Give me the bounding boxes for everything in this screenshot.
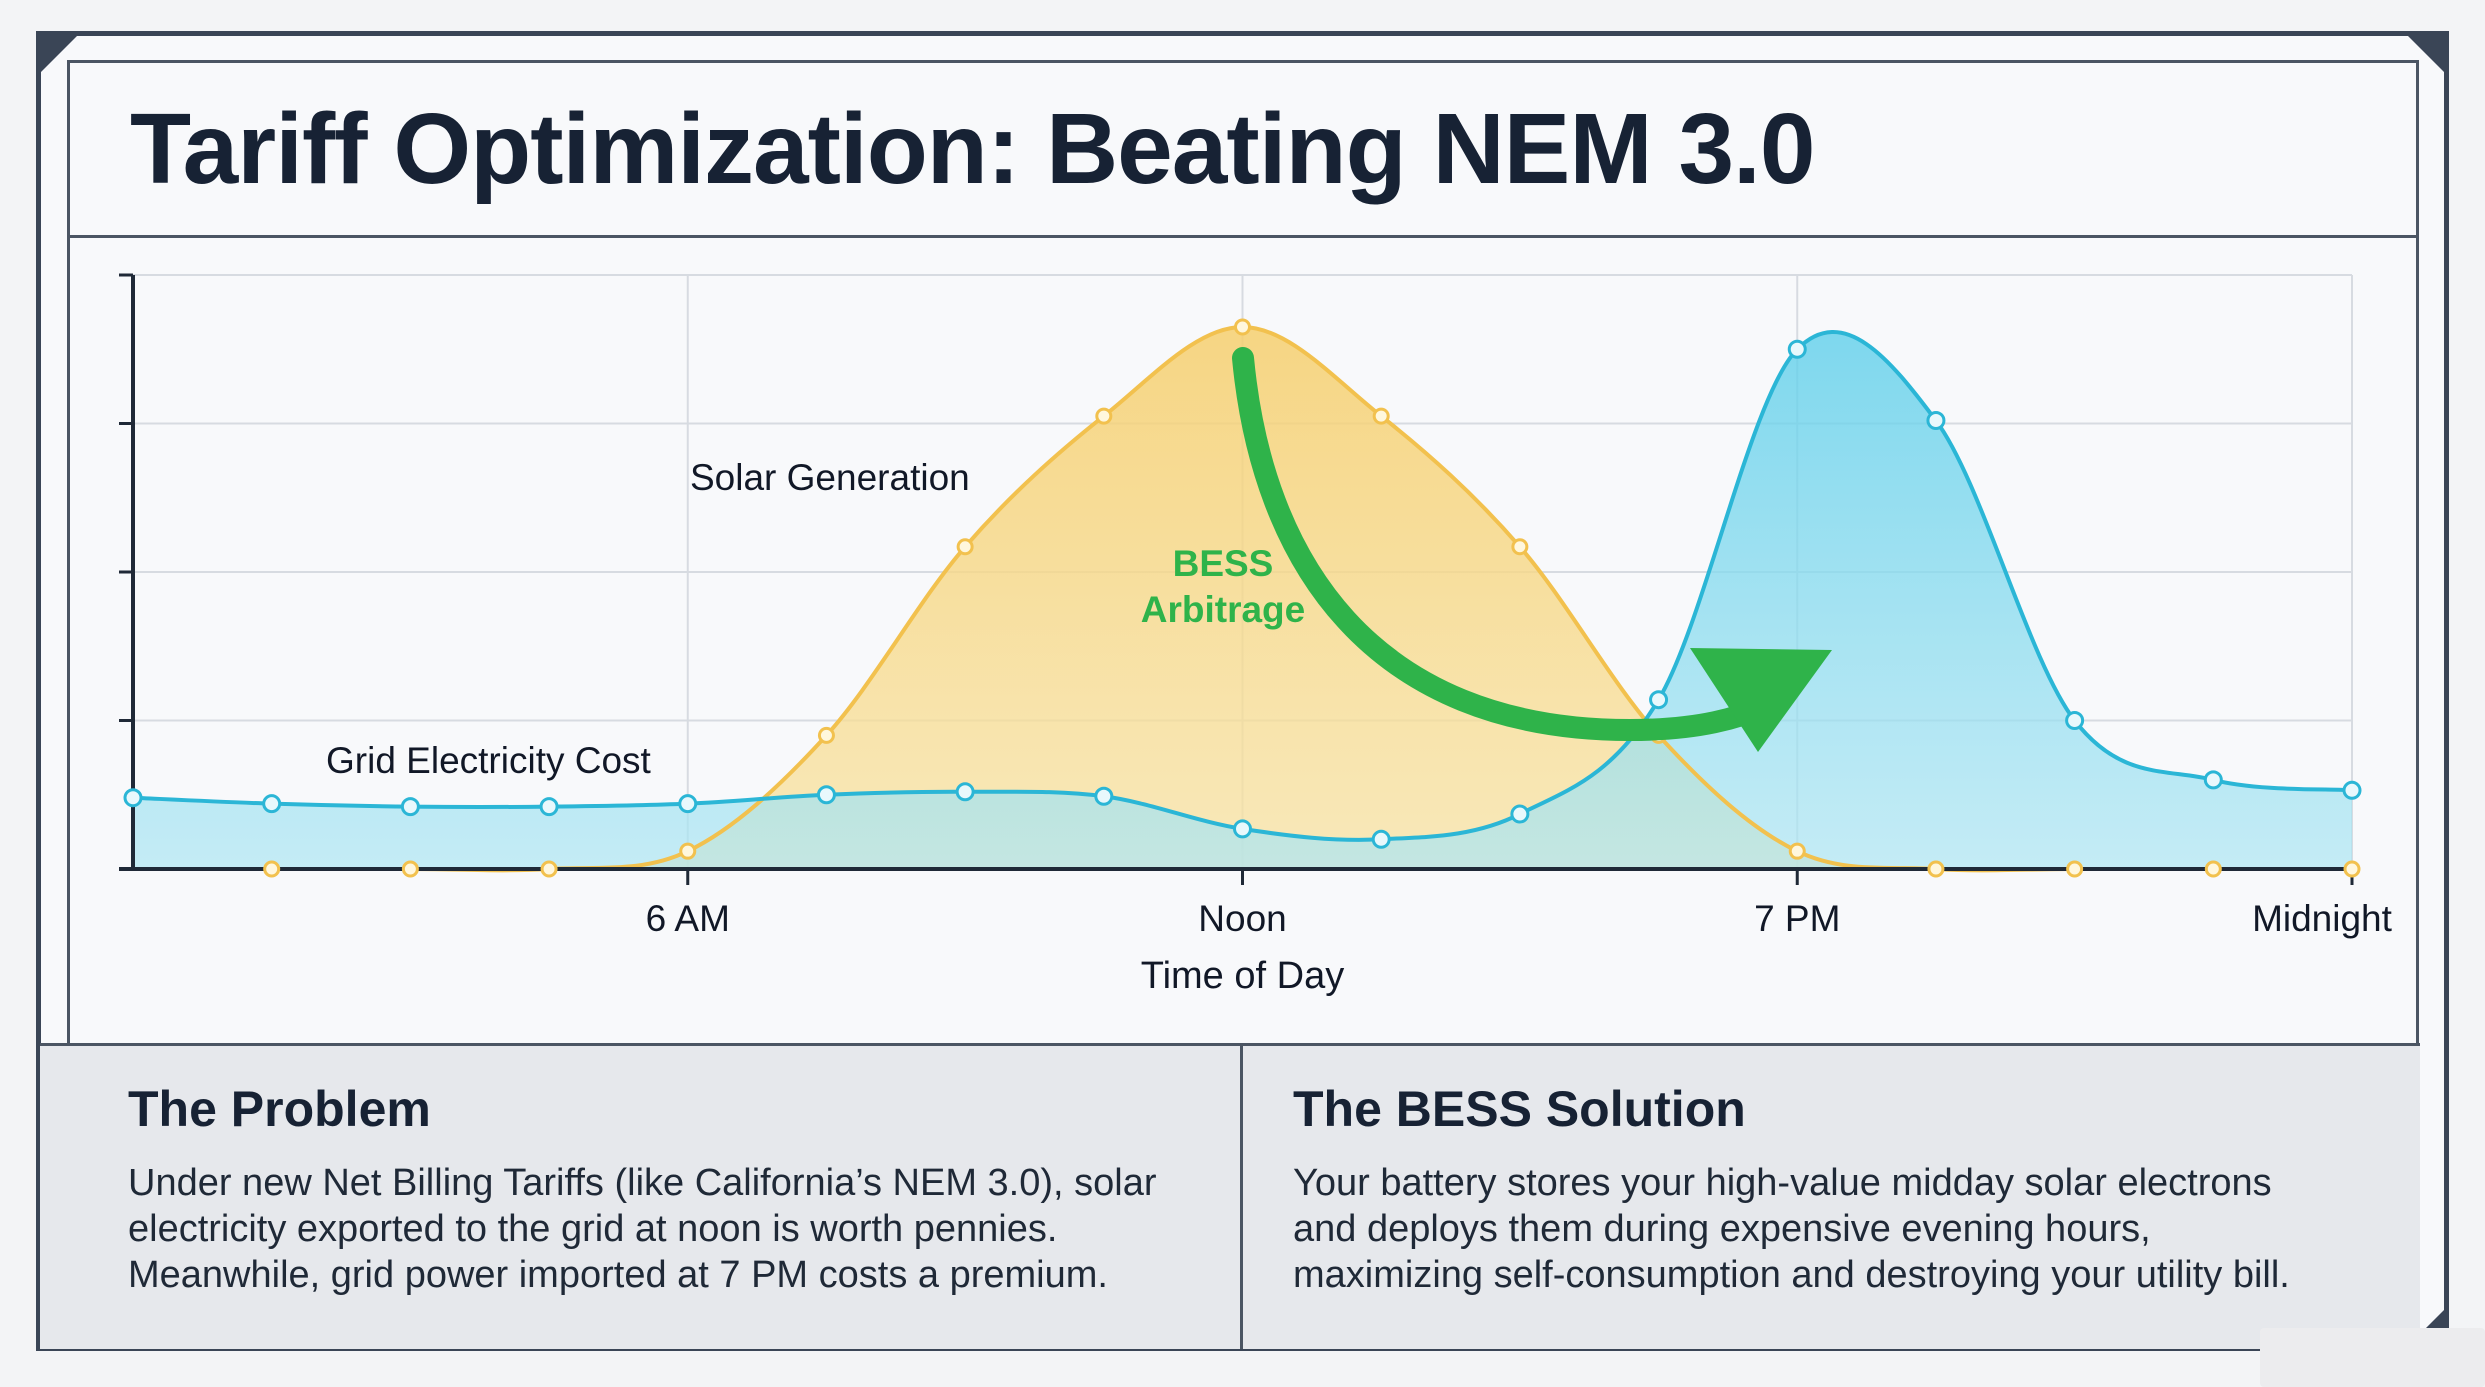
grid-point (123, 788, 143, 808)
bess-arrow (1232, 347, 1781, 742)
panel-divider (1240, 1043, 1243, 1349)
problem-line: electricity exported to the grid at noon… (128, 1208, 1058, 1250)
bess-annotation-line2: Arbitrage (1141, 589, 1305, 630)
grid-point (1233, 819, 1252, 839)
grid-point (262, 794, 282, 814)
solar-point (1927, 860, 1945, 878)
grid-series-label: Grid Electricity Cost (326, 740, 652, 781)
solar-point (956, 538, 974, 556)
solution-line: maximizing self-consumption and destroyi… (1293, 1254, 2290, 1296)
solar-point (1372, 407, 1390, 425)
grid-point (955, 782, 975, 802)
chart: 6 AM Noon 7 PM Midnight Time of Day Solar G… (119, 273, 2393, 997)
solar-point (263, 860, 281, 878)
solar-point (679, 842, 697, 860)
grid-point (816, 785, 836, 805)
solar-point (817, 726, 835, 744)
solar-point (2343, 860, 2361, 878)
x-tick-label: Noon (1198, 898, 1286, 939)
solution-line: and deploys them during expensive evenin… (1293, 1208, 2151, 1250)
bess-annotation-line1: BESS (1173, 543, 1274, 584)
solar-point (1511, 538, 1529, 556)
problem-heading: The Problem (128, 1081, 431, 1137)
bess-arrow-head (1690, 648, 1832, 752)
grid-point (678, 794, 698, 814)
solar-points (263, 318, 2361, 878)
x-axis-label: Time of Day (1141, 955, 1344, 997)
problem-text: Under new Net Billing Tariffs (like Cali… (128, 1160, 1208, 1298)
grid-point (1926, 411, 1946, 431)
solution-line: Your battery stores your high-value midd… (1293, 1162, 2272, 1204)
solution-panel: The BESS Solution Your battery stores yo… (1293, 1080, 2393, 1298)
problem-line: Meanwhile, grid power imported at 7 PM c… (128, 1254, 1108, 1296)
grid-point (2065, 711, 2085, 730)
solar-point (401, 860, 419, 878)
page-title: Tariff Optimization: Beating NEM 3.0 (130, 93, 1815, 205)
info-panels (40, 1043, 2420, 1349)
grid-point (1094, 786, 1114, 806)
x-tick-label: Midnight (2252, 898, 2393, 939)
solar-point (2204, 860, 2222, 878)
corner-decoration (2403, 31, 2449, 77)
solar-point (1234, 318, 1251, 336)
solar-point (2066, 860, 2084, 878)
solar-point (540, 860, 558, 878)
x-tick-label: 7 PM (1754, 898, 1840, 939)
grid-cost-area (133, 332, 2352, 869)
corner-decoration (36, 31, 82, 77)
grid-point (1371, 829, 1391, 849)
grid-point (400, 797, 420, 817)
grid-point (1649, 690, 1669, 710)
grid-point (1510, 804, 1530, 824)
watermark (2260, 1328, 2485, 1387)
title-bar (67, 60, 2419, 238)
problem-panel: The Problem Under new Net Billing Tariff… (128, 1080, 1208, 1298)
x-tick-label: 6 AM (646, 898, 730, 939)
solar-generation-area (133, 326, 2352, 871)
grid-point (2203, 770, 2223, 790)
grid-point (2342, 780, 2362, 800)
solar-point (1095, 407, 1113, 425)
x-tick-labels: 6 AM Noon 7 PM Midnight (646, 898, 2393, 939)
problem-line: Under new Net Billing Tariffs (like Cali… (128, 1162, 1157, 1204)
grid-point (1787, 339, 1807, 359)
solar-series-label: Solar Generation (690, 457, 970, 498)
solar-point (1788, 842, 1806, 860)
grid-point (539, 797, 559, 817)
solution-heading: The BESS Solution (1293, 1081, 1746, 1137)
inner-border (67, 60, 2419, 1345)
grid-points (123, 339, 2362, 849)
solution-text: Your battery stores your high-value midd… (1293, 1160, 2393, 1298)
